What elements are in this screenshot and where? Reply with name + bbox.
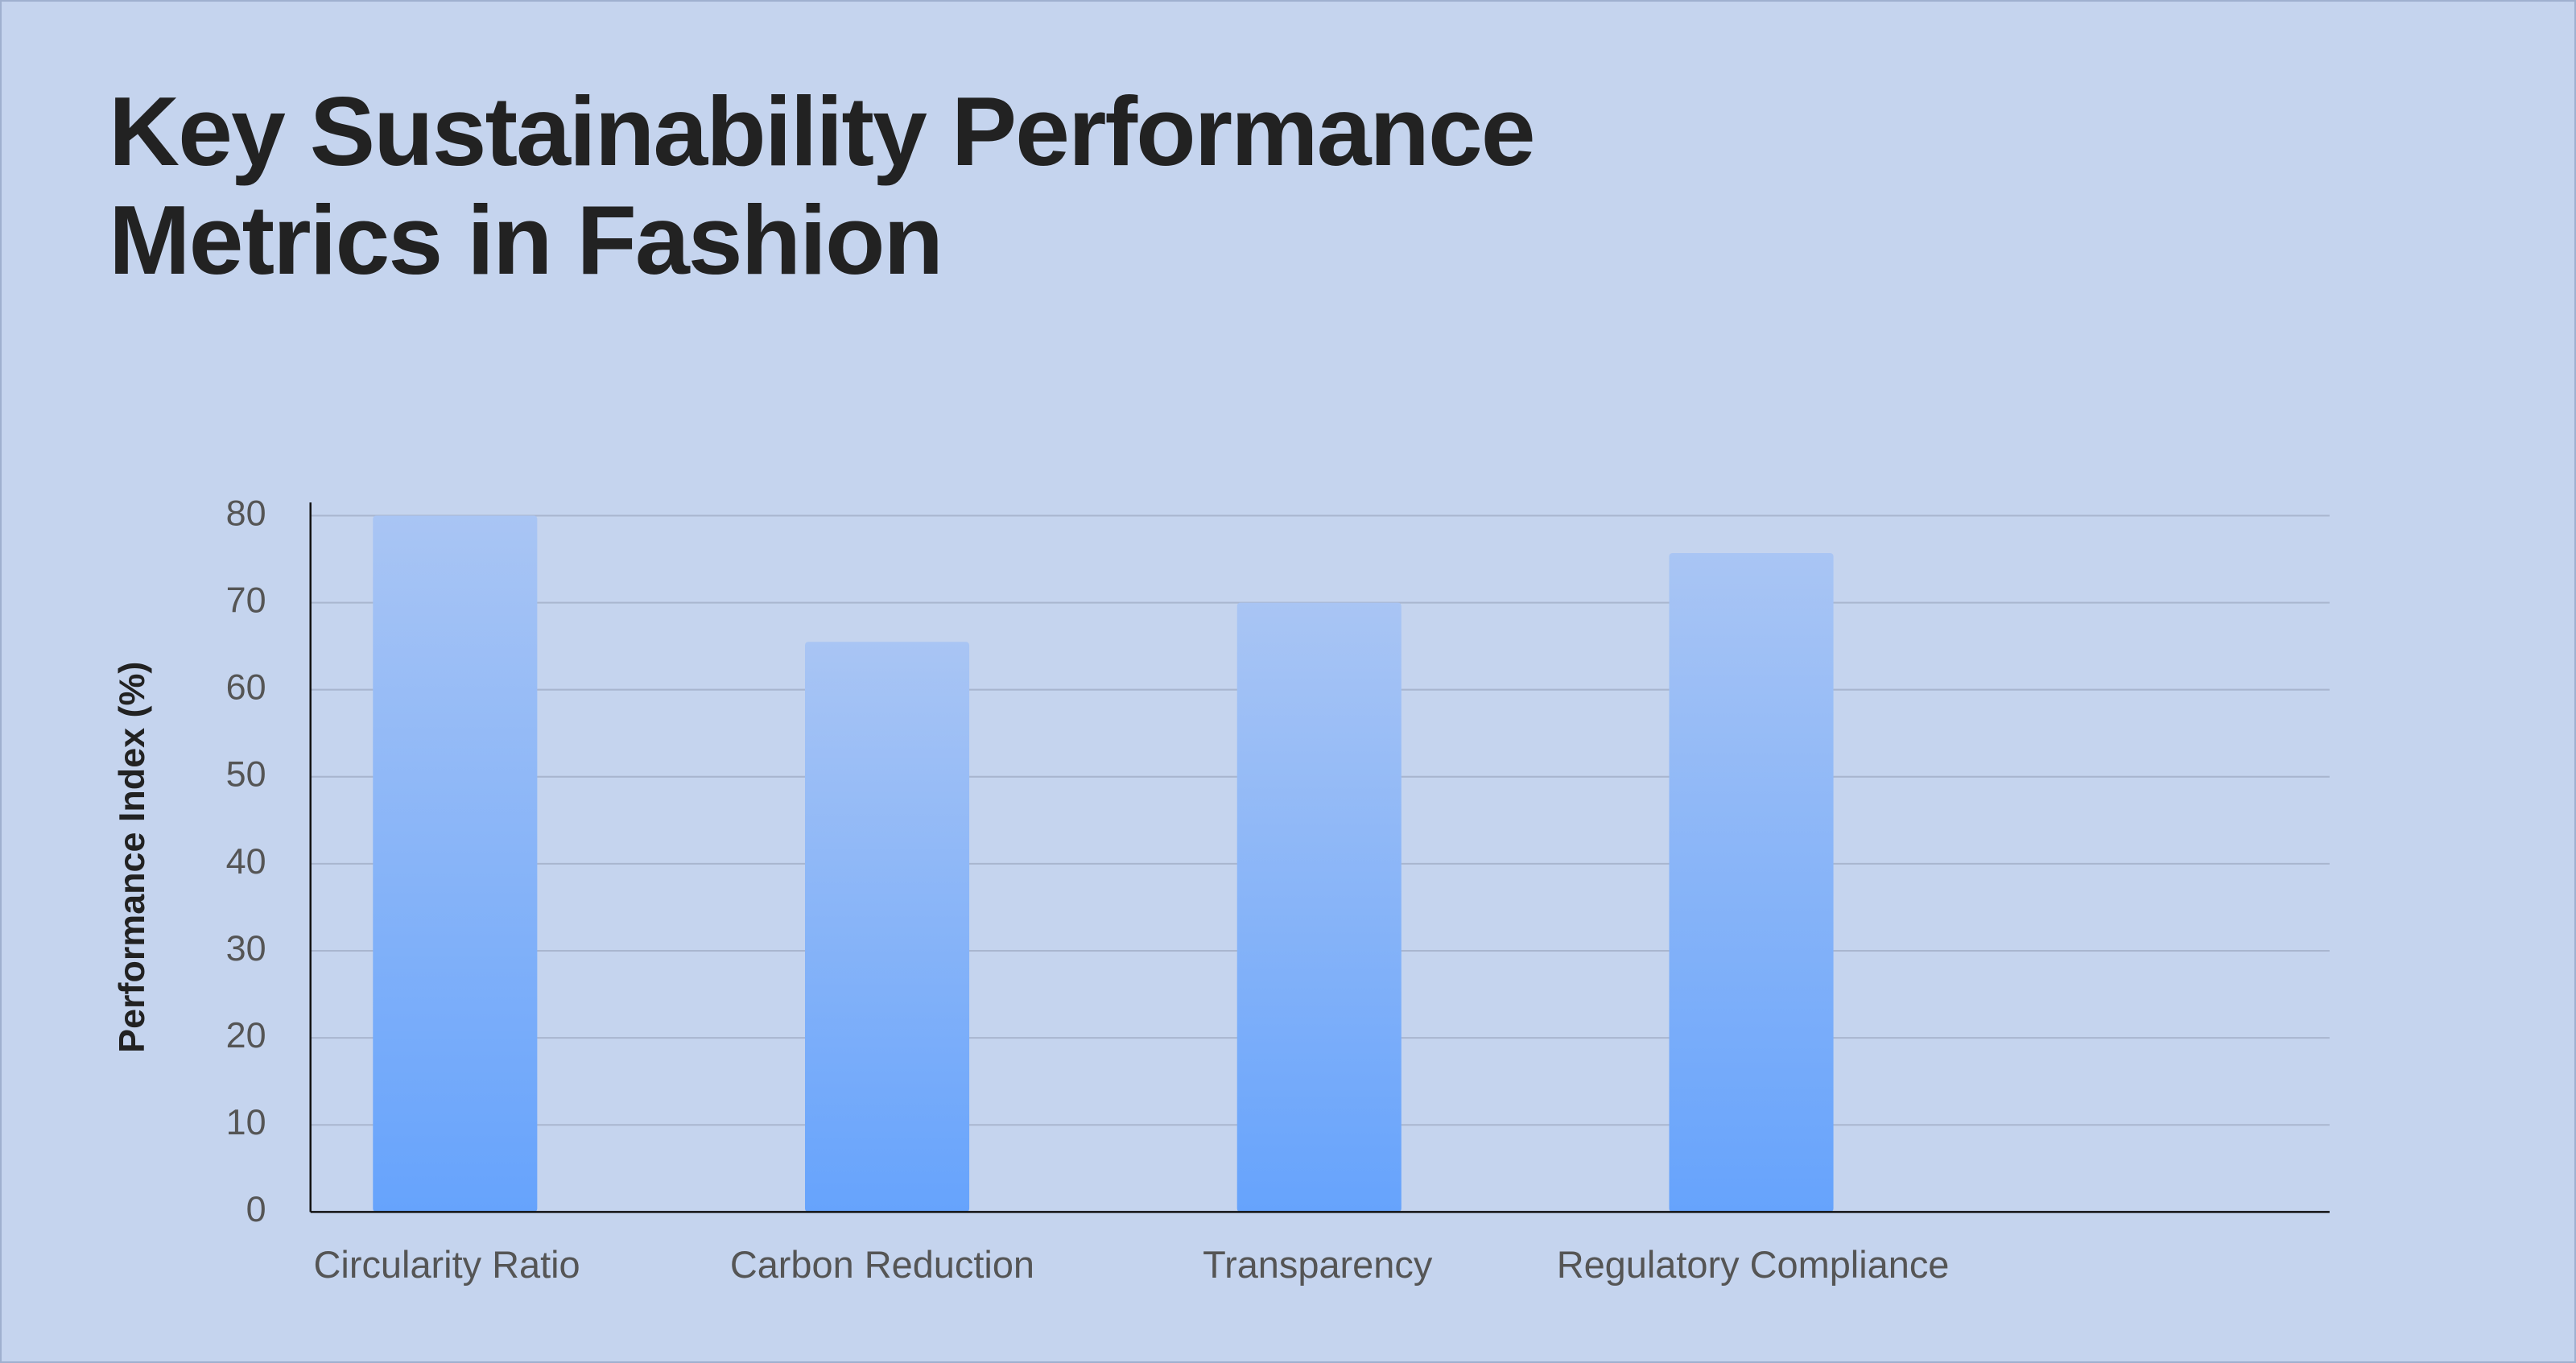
x-tick-label: Circularity Ratio <box>314 1244 580 1286</box>
bar <box>1236 602 1402 1212</box>
bar <box>1669 552 1834 1212</box>
x-tick-label: Regulatory Compliance <box>1557 1244 1950 1286</box>
y-tick-label: 80 <box>226 492 266 533</box>
x-tick-label: Transparency <box>1203 1244 1433 1286</box>
y-tick-label: 40 <box>226 841 266 882</box>
y-axis-label: Performance Index (%) <box>111 662 152 1053</box>
bar <box>373 515 538 1212</box>
y-tick-label: 50 <box>226 754 266 795</box>
bar <box>805 642 970 1212</box>
chart-title: Key Sustainability Performance Metrics i… <box>109 76 1536 295</box>
y-tick-label: 70 <box>226 579 266 620</box>
y-tick-label: 0 <box>246 1188 266 1229</box>
y-tick-label: 60 <box>226 667 266 708</box>
y-tick-label: 10 <box>226 1101 266 1142</box>
y-tick-label: 20 <box>226 1014 266 1055</box>
x-tick-label: Carbon Reduction <box>730 1244 1034 1286</box>
y-tick-label: 30 <box>226 927 266 969</box>
